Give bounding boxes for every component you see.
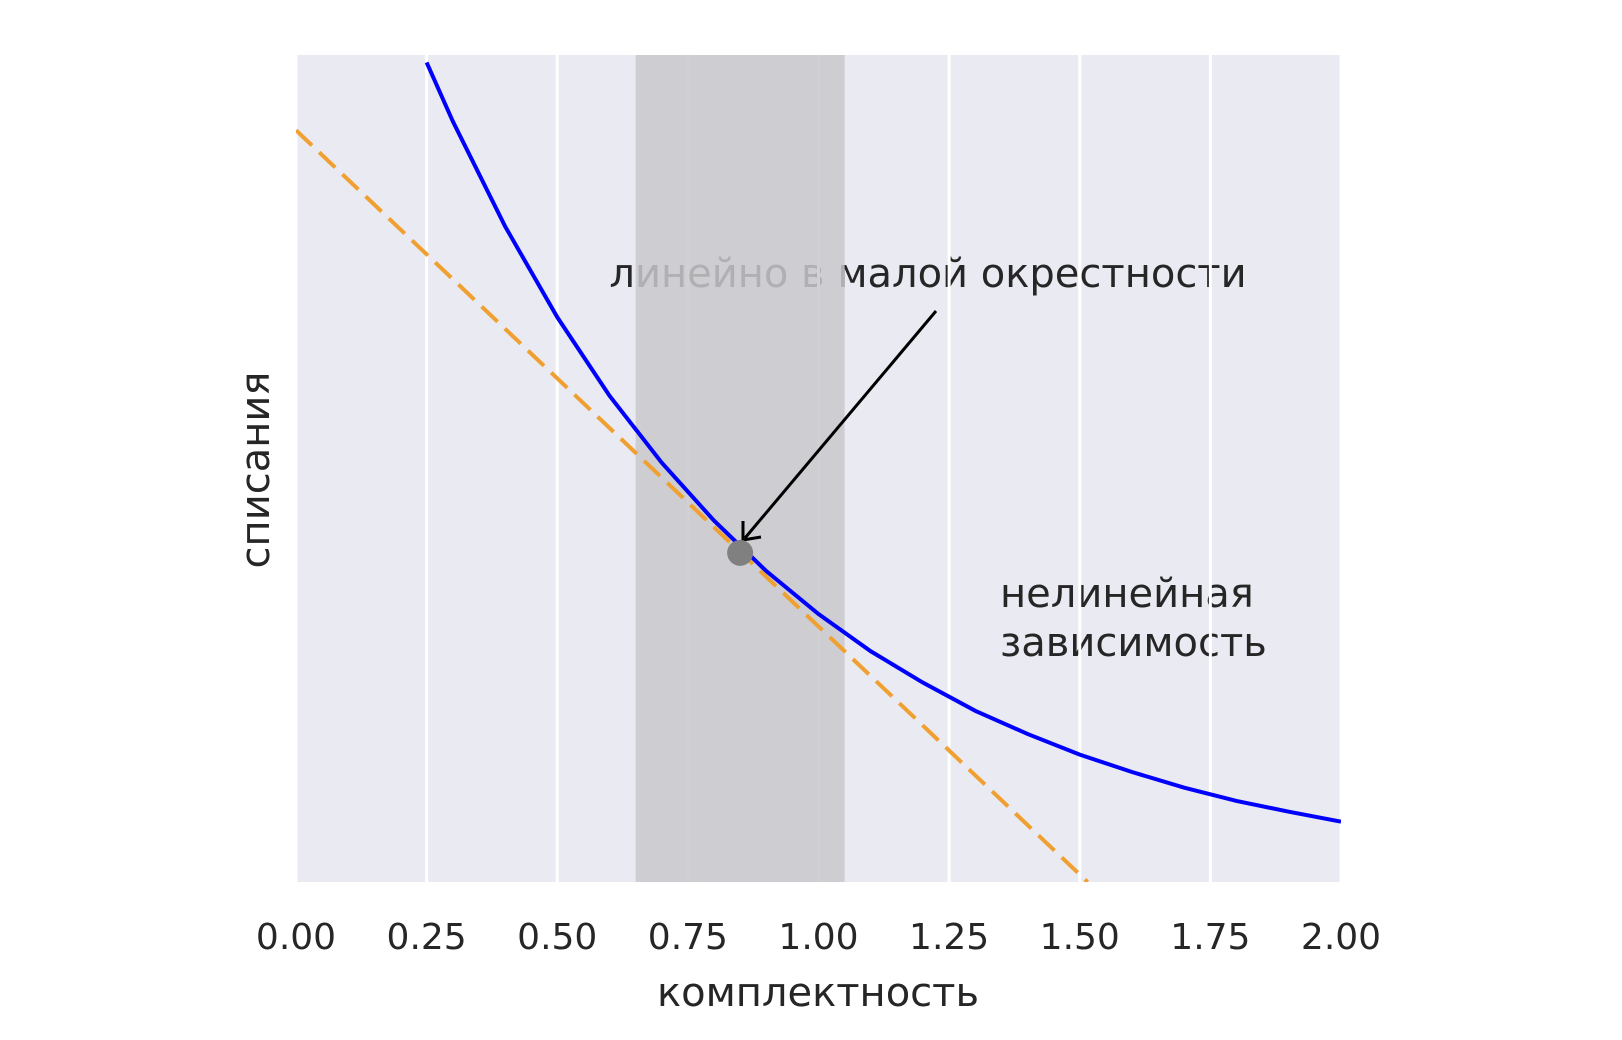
annotation: нелинейная xyxy=(1000,571,1254,617)
x-tick-label: 1.25 xyxy=(909,917,989,958)
y-axis-label: списания xyxy=(233,372,279,569)
x-tick-label: 1.50 xyxy=(1040,917,1120,958)
point xyxy=(727,539,754,566)
x-tick-label: 2.00 xyxy=(1301,917,1381,958)
annotation: зависимость xyxy=(1000,620,1267,666)
x-tick-label: 1.75 xyxy=(1170,917,1250,958)
line xyxy=(424,61,1341,824)
x-axis-label: комплектность xyxy=(657,970,979,1016)
arrow xyxy=(743,310,938,539)
x-tick-label: 0.25 xyxy=(387,917,467,958)
x-tick-label: 1.00 xyxy=(778,917,858,958)
arrow-head xyxy=(741,521,762,542)
x-tick-label: 0.50 xyxy=(517,917,597,958)
shaded-span xyxy=(635,55,845,882)
line xyxy=(296,128,1089,882)
x-tick-label: 0.00 xyxy=(256,917,336,958)
x-tick-label: 0.75 xyxy=(648,917,728,958)
